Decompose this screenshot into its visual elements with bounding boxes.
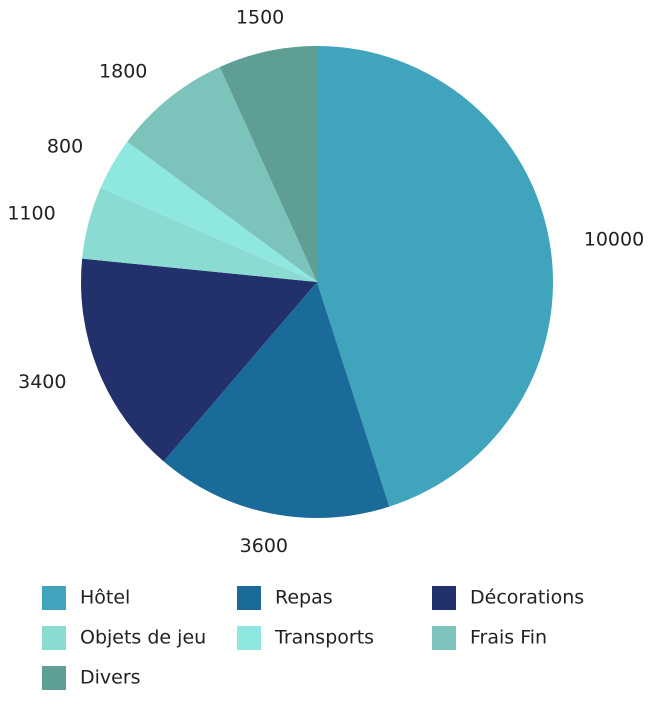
legend-label: Repas bbox=[275, 587, 333, 609]
legend-label: Objets de jeu bbox=[80, 627, 206, 649]
pie-slice bbox=[127, 66, 317, 282]
legend-swatch bbox=[237, 586, 261, 610]
value-label: 3600 bbox=[240, 535, 288, 557]
legend-label: Hôtel bbox=[80, 587, 130, 609]
pie-slice bbox=[82, 187, 317, 282]
legend-label: Frais Fin bbox=[470, 627, 547, 649]
legend-swatch bbox=[237, 626, 261, 650]
legend-label: Décorations bbox=[470, 587, 584, 609]
legend-label: Divers bbox=[80, 667, 141, 689]
pie-slice bbox=[219, 46, 317, 282]
value-label: 1100 bbox=[7, 202, 55, 224]
legend-swatch bbox=[42, 586, 66, 610]
legend-swatch bbox=[42, 626, 66, 650]
pie-slice bbox=[80, 258, 317, 462]
value-label: 800 bbox=[47, 136, 83, 158]
value-label: 1800 bbox=[99, 60, 147, 82]
legend-swatch bbox=[432, 626, 456, 650]
pie-slice bbox=[317, 46, 553, 507]
legend-swatch bbox=[432, 586, 456, 610]
pie-slice bbox=[163, 282, 390, 518]
value-label: 3400 bbox=[18, 371, 66, 393]
legend-swatch bbox=[42, 666, 66, 690]
value-label: 10000 bbox=[584, 229, 644, 251]
value-label: 1500 bbox=[236, 7, 284, 29]
legend-label: Transports bbox=[274, 627, 374, 649]
pie-slice bbox=[100, 141, 317, 282]
